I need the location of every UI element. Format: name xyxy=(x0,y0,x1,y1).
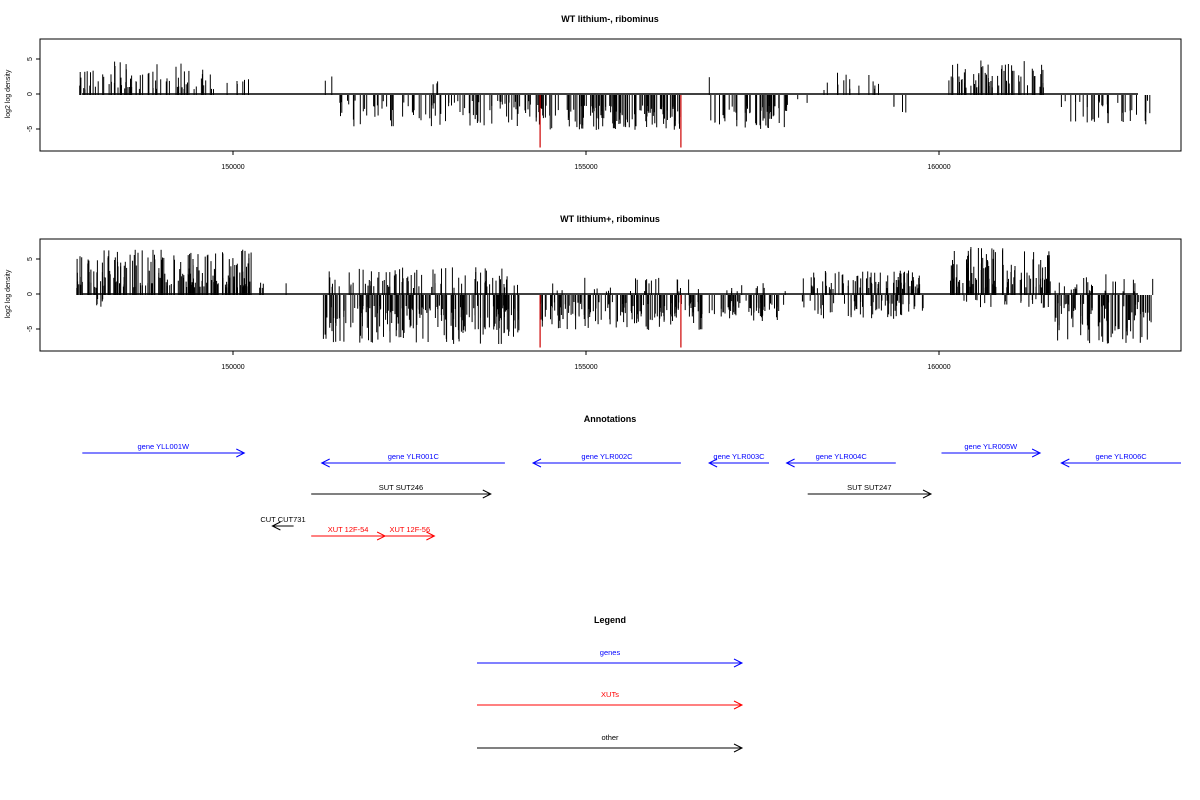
feature-gene-ylr006c: gene YLR006C xyxy=(1060,452,1181,468)
legend-label-genes: genes xyxy=(600,648,621,657)
feature-arrowhead xyxy=(1060,458,1070,468)
panel-2-xtick-label: 160000 xyxy=(927,364,950,371)
feature-label: gene YLR001C xyxy=(388,452,440,461)
panel-lithium-minus: WT lithium-, ribominus 5 0 -5 log2 log d… xyxy=(5,14,1182,171)
feature-arrowhead xyxy=(707,458,718,468)
feature-cut-cut731: CUT CUT731 xyxy=(260,515,306,531)
feature-arrowhead xyxy=(482,489,492,499)
feature-sut-sut247: SUT SUT247 xyxy=(807,483,933,499)
feature-label: SUT SUT246 xyxy=(379,483,423,492)
panel-lithium-plus: WT lithium+, ribominus 5 0 -5 log2 log d… xyxy=(5,214,1182,371)
panel-2-y-label: log2 log density xyxy=(5,269,12,318)
panel-1-title: WT lithium-, ribominus xyxy=(561,14,659,24)
feature-label: XUT 12F-56 xyxy=(389,525,430,534)
feature-xut-12f-56: XUT 12F-56 xyxy=(385,525,436,541)
panel-1-y-label: log2 log density xyxy=(5,69,12,118)
feature-arrowhead xyxy=(785,458,795,468)
legend-arrowhead-xuts xyxy=(733,700,744,710)
feature-arrowhead xyxy=(1031,448,1042,458)
annotations-title: Annotations xyxy=(584,414,637,424)
panel-1-x-axis: 150000 155000 160000 xyxy=(221,151,951,171)
feature-arrowhead xyxy=(271,521,281,531)
panel-1-ytick-label: 0 xyxy=(27,92,34,96)
legend-item-other: other xyxy=(477,733,744,753)
feature-arrowhead xyxy=(320,458,330,468)
feature-gene-yll001w: gene YLL001W xyxy=(82,442,246,458)
panel-2-bars xyxy=(76,247,1154,344)
feature-label: gene YLR004C xyxy=(816,452,868,461)
panel-1-y-axis: 5 0 -5 log2 log density xyxy=(5,57,40,132)
legend-item-genes: genes xyxy=(477,648,744,668)
legend-arrowhead-genes xyxy=(733,658,744,668)
feature-arrowhead xyxy=(922,489,933,499)
feature-gene-ylr002c: gene YLR002C xyxy=(531,452,681,468)
legend-title: Legend xyxy=(594,615,626,625)
feature-label: gene YLL001W xyxy=(138,442,190,451)
panel-2-frame xyxy=(39,238,1182,352)
panel-1-frame xyxy=(39,38,1182,152)
panel-1-xtick-label: 155000 xyxy=(574,164,597,171)
feature-label: gene YLR003C xyxy=(713,452,765,461)
feature-sut-sut246: SUT SUT246 xyxy=(311,483,492,499)
panel-2-ytick-label: 5 xyxy=(27,257,34,261)
feature-gene-ylr003c: gene YLR003C xyxy=(707,452,769,468)
panel-2-y-axis: 5 0 -5 log2 log density xyxy=(5,257,40,332)
feature-gene-ylr004c: gene YLR004C xyxy=(785,452,896,468)
panel-2-xtick-label: 155000 xyxy=(574,364,597,371)
panel-1-xtick-label: 150000 xyxy=(221,164,244,171)
panel-2-x-axis: 150000 155000 160000 xyxy=(221,351,951,371)
feature-label: CUT CUT731 xyxy=(260,515,305,524)
feature-gene-ylr005w: gene YLR005W xyxy=(941,442,1042,458)
feature-label: gene YLR006C xyxy=(1096,452,1148,461)
feature-label: XUT 12F-54 xyxy=(328,525,369,534)
panel-1-ytick-label: -5 xyxy=(27,126,34,132)
panel-1-ytick-label: 5 xyxy=(27,57,34,61)
panel-2-xtick-label: 150000 xyxy=(221,364,244,371)
feature-label: gene YLR005W xyxy=(964,442,1018,451)
legend: Legend genes XUTs other xyxy=(477,615,744,753)
panel-1-xtick-label: 160000 xyxy=(927,164,950,171)
panel-1-bars xyxy=(79,60,1151,130)
feature-label: gene YLR002C xyxy=(581,452,633,461)
feature-gene-ylr001c: gene YLR001C xyxy=(320,452,505,468)
legend-label-other: other xyxy=(601,733,619,742)
panel-2-ytick-label: -5 xyxy=(27,326,34,332)
panel-2-title: WT lithium+, ribominus xyxy=(560,214,660,224)
panel-1-highlights xyxy=(539,95,682,148)
legend-arrowhead-other xyxy=(733,743,744,753)
legend-item-xuts: XUTs xyxy=(477,690,744,710)
legend-label-xuts: XUTs xyxy=(601,690,619,699)
feature-arrowhead xyxy=(531,458,542,468)
feature-xut-12f-54: XUT 12F-54 xyxy=(311,525,387,541)
feature-arrowhead xyxy=(236,448,246,458)
panel-2-ytick-label: 0 xyxy=(27,292,34,296)
feature-arrowhead xyxy=(426,531,436,541)
feature-label: SUT SUT247 xyxy=(847,483,891,492)
annotation-features: gene YLL001W gene YLR001C gene YLR002C gene… xyxy=(82,442,1181,541)
panel-2-highlights xyxy=(539,295,682,348)
